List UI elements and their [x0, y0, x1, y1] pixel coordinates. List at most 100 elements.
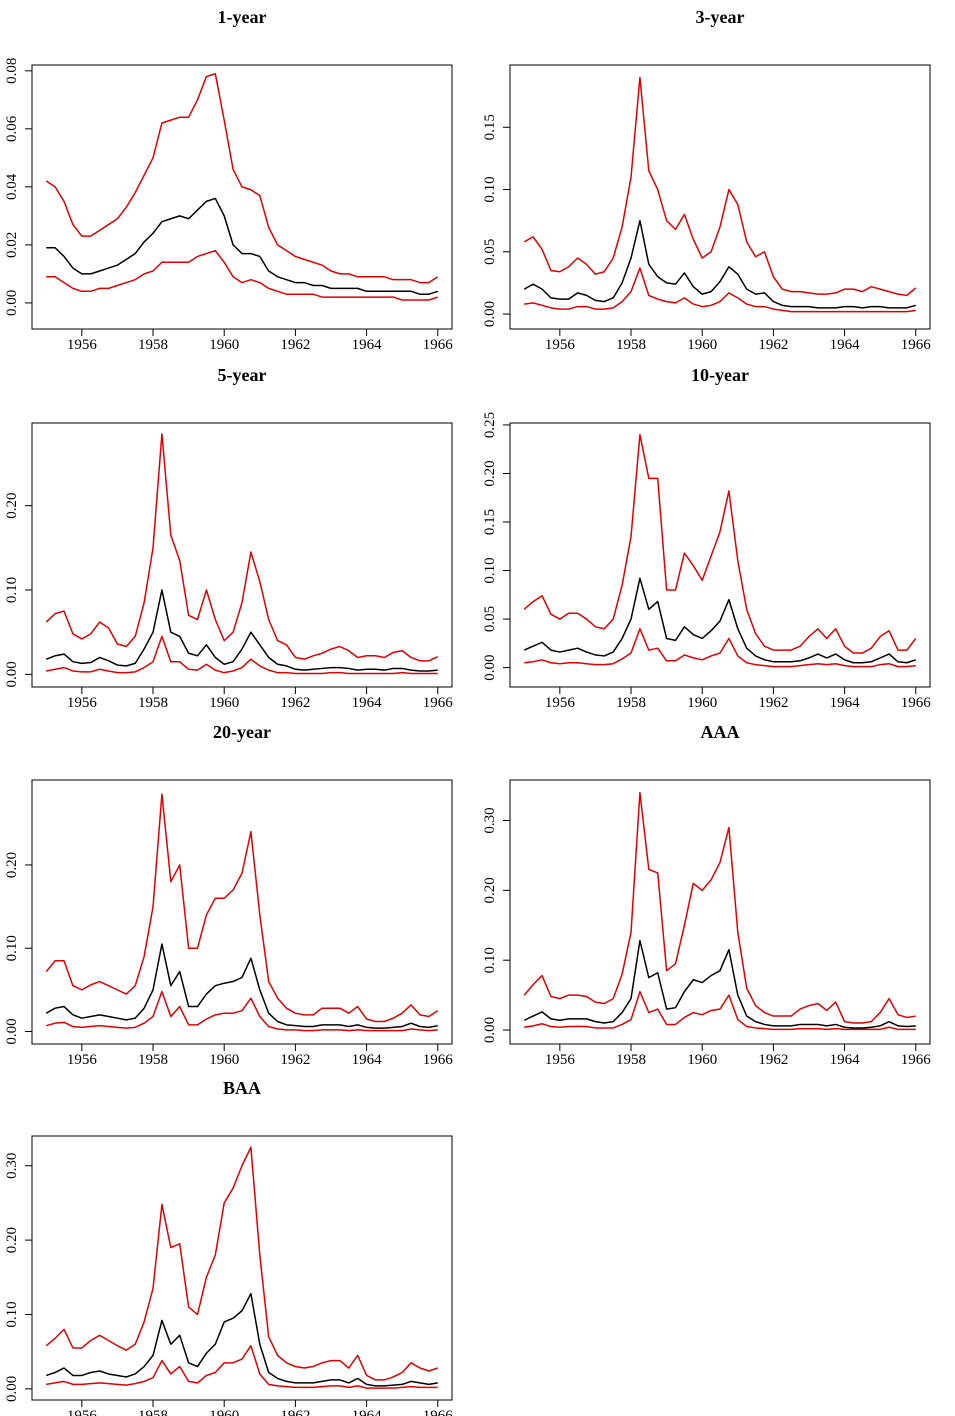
plot-frame: [509, 779, 931, 1045]
x-tick-label: 1964: [352, 337, 383, 353]
y-tick-label: 0.00: [482, 654, 498, 680]
y-tick-label: 0.15: [482, 509, 498, 535]
series-line: [45, 589, 438, 672]
plot-frame: [509, 64, 931, 330]
series-line: [523, 791, 916, 1024]
y-tick-label: 0.05: [482, 606, 498, 632]
y-tick-label: 0.06: [4, 115, 20, 142]
x-tick-label: 1962: [280, 1052, 310, 1068]
x-tick-label: 1960: [209, 337, 239, 353]
series-line: [46, 635, 438, 675]
x-tick-label: 1960: [687, 695, 717, 711]
x-tick-label: 1962: [758, 1052, 788, 1068]
panel-title: 10-year: [691, 365, 749, 385]
x-tick-label: 1956: [545, 337, 576, 353]
x-tick-label: 1964: [830, 337, 861, 353]
y-tick-label: 0.10: [4, 1301, 20, 1327]
y-tick-label: 0.10: [482, 947, 498, 973]
x-tick-label: 1958: [138, 1052, 168, 1068]
plot-frame: [31, 779, 453, 1045]
series-line: [45, 72, 439, 284]
series-line: [523, 76, 917, 297]
x-tick-label: 1958: [138, 1408, 168, 1416]
plot-frame: [31, 1135, 453, 1401]
series-line: [45, 1146, 438, 1381]
series-line: [523, 939, 916, 1029]
series-line: [46, 1292, 438, 1387]
plot-frame: [31, 422, 453, 688]
series-line: [45, 433, 439, 662]
x-tick-label: 1962: [758, 337, 788, 353]
x-tick-label: 1958: [138, 695, 168, 711]
x-tick-label: 1960: [687, 1052, 717, 1068]
y-tick-label: 0.10: [482, 176, 498, 202]
panel-title: 3-year: [696, 7, 745, 27]
panel-title: 5-year: [218, 365, 267, 385]
series-line: [523, 433, 917, 654]
x-tick-label: 1956: [67, 695, 98, 711]
panel-title: AAA: [701, 722, 740, 742]
y-tick-label: 0.30: [482, 807, 498, 833]
x-tick-label: 1966: [901, 337, 932, 353]
y-tick-label: 0.00: [4, 290, 20, 316]
y-tick-label: 0.10: [4, 577, 20, 603]
y-tick-label: 0.25: [482, 412, 498, 438]
x-tick-label: 1958: [138, 337, 168, 353]
x-tick-label: 1966: [423, 1408, 454, 1416]
series-line: [523, 577, 916, 664]
plot-frame: [31, 64, 453, 330]
x-tick-label: 1958: [616, 1052, 646, 1068]
x-tick-label: 1960: [209, 1052, 239, 1068]
x-tick-label: 1964: [830, 695, 861, 711]
y-tick-label: 0.00: [482, 1017, 498, 1043]
x-tick-label: 1960: [209, 695, 239, 711]
x-tick-label: 1962: [280, 695, 310, 711]
y-tick-label: 0.02: [4, 232, 20, 258]
y-tick-label: 0.20: [4, 1227, 20, 1253]
x-tick-label: 1956: [67, 1408, 98, 1416]
x-tick-label: 1964: [830, 1052, 861, 1068]
y-tick-label: 0.10: [482, 557, 498, 583]
series-line: [46, 990, 438, 1032]
y-tick-label: 0.00: [4, 1018, 20, 1044]
panel-title: 20-year: [213, 722, 271, 742]
series-line: [46, 197, 438, 295]
x-tick-label: 1966: [423, 337, 454, 353]
y-tick-label: 0.00: [4, 1376, 20, 1402]
x-tick-label: 1966: [901, 695, 932, 711]
y-tick-label: 0.30: [4, 1153, 20, 1179]
y-tick-label: 0.20: [4, 493, 20, 519]
series-line: [524, 267, 916, 313]
x-tick-label: 1962: [280, 337, 310, 353]
y-tick-label: 0.20: [482, 877, 498, 903]
y-tick-label: 0.04: [4, 173, 20, 200]
x-tick-label: 1964: [352, 695, 383, 711]
x-tick-label: 1960: [209, 1408, 239, 1416]
x-tick-label: 1956: [67, 1052, 98, 1068]
panel-title: BAA: [223, 1078, 261, 1098]
x-tick-label: 1956: [67, 337, 98, 353]
x-tick-label: 1966: [423, 695, 454, 711]
x-tick-label: 1966: [423, 1052, 454, 1068]
x-tick-label: 1956: [545, 1052, 576, 1068]
y-tick-label: 0.08: [4, 58, 20, 84]
x-tick-label: 1962: [758, 695, 788, 711]
x-tick-label: 1958: [616, 695, 646, 711]
series-line: [46, 249, 438, 301]
y-tick-label: 0.20: [4, 852, 20, 878]
plot-frame: [509, 422, 931, 688]
series-line: [524, 628, 916, 668]
x-tick-label: 1966: [901, 1052, 932, 1068]
series-line: [45, 943, 438, 1029]
x-tick-label: 1962: [280, 1408, 310, 1416]
x-tick-label: 1964: [352, 1408, 383, 1416]
y-tick-label: 0.15: [482, 114, 498, 140]
y-tick-label: 0.20: [482, 460, 498, 486]
panel-title: 1-year: [218, 7, 267, 27]
x-tick-label: 1964: [352, 1052, 383, 1068]
y-tick-label: 0.05: [482, 239, 498, 265]
y-tick-label: 0.10: [4, 935, 20, 961]
series-line: [46, 1344, 438, 1389]
series-line: [45, 793, 439, 1023]
